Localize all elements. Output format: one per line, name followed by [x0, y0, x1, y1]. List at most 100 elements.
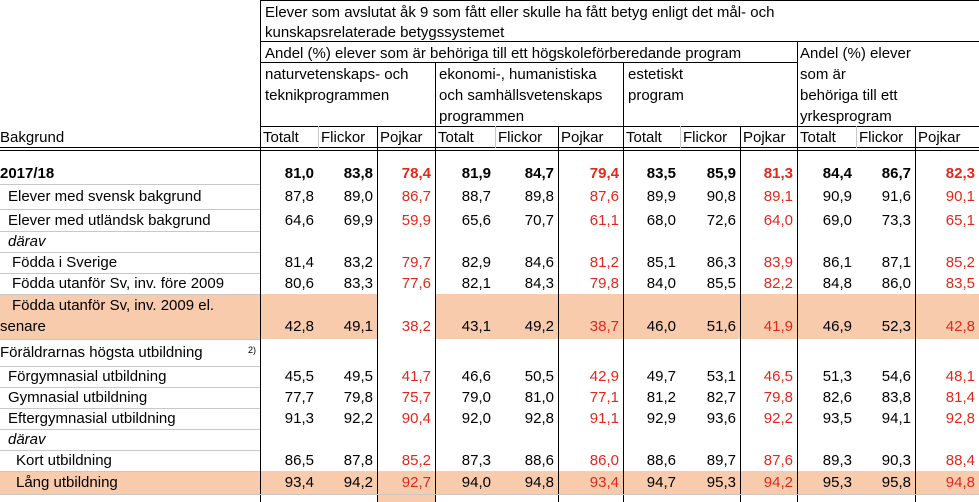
value-cell: 86,7: [881, 165, 911, 182]
value-cell: 81,0: [284, 165, 314, 182]
value-cell: 82,1: [461, 275, 491, 292]
value-cell: 93,6: [706, 410, 736, 427]
value-cell: 64,0: [763, 212, 793, 229]
value-cell: 81,3: [763, 165, 793, 182]
subcol-header-pojkar: Pojkar: [743, 129, 786, 146]
value-cell: 70,7: [524, 212, 554, 229]
value-cell: 87,6: [589, 188, 619, 205]
value-cell: 81,4: [945, 389, 975, 406]
value-cell: 87,6: [763, 452, 793, 469]
value-cell: 68,0: [646, 212, 676, 229]
value-cell: 89,1: [763, 188, 793, 205]
vline-group-yrk: [797, 41, 798, 502]
value-cell: 49,1: [343, 318, 373, 335]
value-cell: 86,1: [822, 254, 852, 271]
value-cell: 82,6: [822, 389, 852, 406]
value-cell: 82,3: [945, 165, 975, 182]
value-cell: 77,1: [589, 389, 619, 406]
vline-pojkar: [915, 126, 916, 502]
value-cell: 94,0: [461, 474, 491, 491]
value-cell: 53,1: [706, 368, 736, 385]
row-label: Elever med svensk bakgrund: [8, 188, 202, 205]
group-yrkes-line4: yrkesprogram: [800, 108, 892, 125]
header-title-line2: kunskapsrelaterade betygssystemet: [265, 24, 505, 41]
value-cell: 88,4: [945, 452, 975, 469]
value-cell: 87,8: [284, 188, 314, 205]
value-cell: 82,9: [461, 254, 491, 271]
program-est-line1: estetiskt: [628, 66, 684, 83]
value-cell: 64,6: [284, 212, 314, 229]
value-cell: 92,2: [763, 410, 793, 427]
value-cell: 84,8: [822, 275, 852, 292]
value-cell: 83,5: [945, 275, 975, 292]
vline-pojkar: [377, 126, 378, 502]
value-cell: 84,0: [646, 275, 676, 292]
value-cell: 89,7: [706, 452, 736, 469]
value-cell: 92,8: [524, 410, 554, 427]
value-cell: 42,8: [945, 318, 975, 335]
row-label: Eftergymnasial utbildning: [8, 410, 176, 427]
hline-row: [0, 366, 260, 367]
subcol-header-pojkar: Pojkar: [561, 129, 604, 146]
subcol-header-flickor: Flickor: [683, 129, 728, 146]
hline-row: [0, 294, 260, 295]
value-cell: 41,9: [763, 318, 793, 335]
value-cell: 86,0: [589, 452, 619, 469]
value-cell: 69,9: [343, 212, 373, 229]
group-yrkes-line3: behöriga till ett: [800, 87, 898, 104]
value-cell: 85,5: [706, 275, 736, 292]
row-label: Förgymnasial utbildning: [8, 368, 167, 385]
value-cell: 81,2: [646, 389, 676, 406]
value-cell: 83,2: [343, 254, 373, 271]
value-cell: 91,6: [881, 188, 911, 205]
value-cell: 93,4: [589, 474, 619, 491]
value-cell: 49,2: [524, 318, 554, 335]
bakgrund-header: Bakgrund: [0, 129, 65, 146]
value-cell: 89,0: [343, 188, 373, 205]
program-est-line2: program: [628, 87, 684, 104]
hline-row: [0, 408, 260, 409]
hline-row: [0, 339, 260, 340]
value-cell: 38,7: [589, 318, 619, 335]
value-cell: 90,1: [945, 188, 975, 205]
vline-program-eko: [435, 62, 436, 502]
value-cell: 46,6: [461, 368, 491, 385]
value-cell: 92,0: [461, 410, 491, 427]
value-cell: 92,9: [646, 410, 676, 427]
value-cell: 72,6: [706, 212, 736, 229]
hline-row: [0, 429, 260, 430]
subcol-header-flickor: Flickor: [498, 129, 543, 146]
value-cell: 79,4: [589, 165, 619, 182]
program-nat-line2: teknikprogrammen: [265, 87, 390, 104]
value-cell: 79,0: [461, 389, 491, 406]
value-cell: 69,0: [822, 212, 852, 229]
subcol-header-pojkar: Pojkar: [918, 129, 961, 146]
value-cell: 92,2: [343, 410, 373, 427]
value-cell: 88,6: [524, 452, 554, 469]
row-label: 2017/18: [0, 165, 55, 182]
value-cell: 77,7: [284, 389, 314, 406]
value-cell: 86,5: [284, 452, 314, 469]
value-cell: 87,8: [343, 452, 373, 469]
row-highlight-lang: [0, 471, 979, 494]
vline-pojkar: [740, 126, 741, 502]
row-highlight-inv2009: [435, 294, 979, 339]
value-cell: 45,5: [284, 368, 314, 385]
hline-under-group: [260, 62, 797, 63]
value-cell: 87,1: [881, 254, 911, 271]
hline-under-subcols-2: [0, 150, 979, 151]
value-cell: 83,3: [343, 275, 373, 292]
subcol-header-flickor: Flickor: [321, 129, 366, 146]
value-cell: 85,2: [945, 254, 975, 271]
value-cell: 85,1: [646, 254, 676, 271]
hline-top-title: [260, 0, 979, 1]
value-cell: 73,3: [881, 212, 911, 229]
program-nat-line1: naturvetenskaps- och: [265, 66, 409, 83]
value-cell: 46,0: [646, 318, 676, 335]
vline-subcol: [680, 126, 681, 148]
row-label: Gymnasial utbildning: [8, 389, 148, 406]
row-label: därav: [8, 431, 46, 448]
value-cell: 42,9: [589, 368, 619, 385]
row-label: Föräldrarnas högsta utbildning: [0, 344, 203, 361]
